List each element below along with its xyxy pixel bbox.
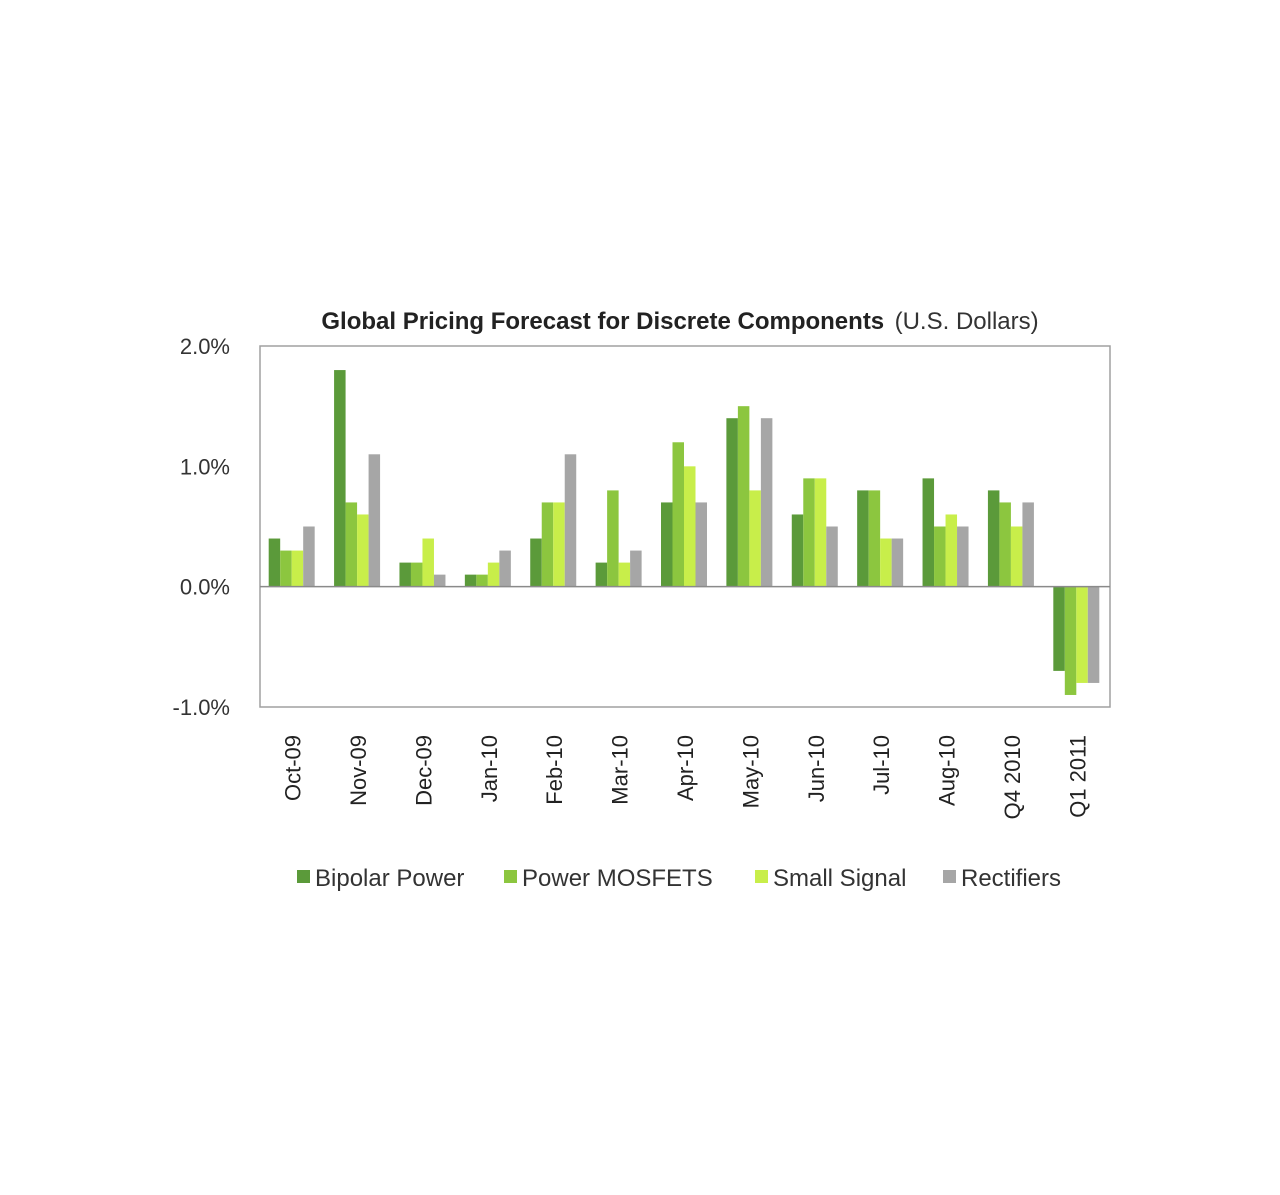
bar [922,478,935,587]
x-tick-label: Q4 2010 [1000,735,1025,819]
bar [541,502,554,587]
bar [464,574,477,587]
bar [530,538,542,587]
bar [476,574,488,587]
bar [826,526,838,587]
x-tick-label: Jan-10 [477,735,502,802]
plot-area: 2.0% 1.0% 0.0% -1.0% Oct-09 Nov-09 Dec-09 Jan-1… [173,334,1111,819]
bar [957,526,969,587]
y-tick-label: 1.0% [180,454,230,479]
bar [791,514,804,587]
chart-title-subtitle: (U.S. Dollars) [895,308,1039,335]
bar [595,562,608,587]
bar [945,514,958,587]
bar [345,502,358,587]
legend-label: Bipolar Power [315,865,464,892]
bar [291,550,304,587]
bar [695,502,707,587]
bar [422,538,434,587]
bar [987,490,1000,587]
bar [1010,526,1023,587]
x-tick-label: Jun-10 [804,735,829,802]
legend-item: Power MOSFETS [504,865,713,892]
legend-item: Rectifiers [943,865,1061,892]
bar [684,466,696,587]
bar [303,526,315,587]
bar [487,562,500,587]
bar [934,526,946,587]
bar [433,574,446,587]
bar [1076,586,1088,683]
x-tick-label: Mar-10 [608,735,633,805]
x-tick-label: May-10 [738,735,763,808]
bar [760,418,773,587]
legend-swatch [297,870,310,883]
bar [803,478,815,587]
bar [499,550,511,587]
legend-swatch [943,870,956,883]
bar [410,562,423,587]
bar [1087,586,1100,683]
bar [268,538,281,587]
chart-title-main: Global Pricing Forecast for Discrete Com… [321,308,884,335]
chart-title: Global Pricing Forecast for Discrete Com… [321,308,1038,335]
bar [334,370,346,587]
bar [1053,586,1065,671]
x-tick-label: Aug-10 [935,735,960,806]
x-tick-label: Nov-09 [346,735,371,806]
bar [857,490,869,587]
bar [868,490,881,587]
x-tick-label: Q1 2011 [1065,735,1090,818]
bar [368,454,381,587]
legend-swatch [755,870,768,883]
bar [630,550,642,587]
legend-swatch [504,870,517,883]
x-tick-label: Apr-10 [673,735,698,801]
bar [880,538,892,587]
x-tick-label: Dec-09 [411,735,436,806]
x-tick-label: Feb-10 [542,735,567,805]
bar [814,478,827,587]
bar [999,502,1011,587]
bar [607,490,619,587]
y-tick-label: -1.0% [173,695,230,720]
bar [749,490,761,587]
bar [737,406,750,587]
legend-label: Small Signal [773,865,906,892]
bar [661,502,673,587]
bar [891,538,904,587]
bar [553,502,565,587]
x-tick-label: Oct-09 [281,735,306,801]
bar [618,562,631,587]
bar [672,442,684,587]
bar [357,514,369,587]
legend-item: Small Signal [755,865,906,892]
legend: Bipolar Power Power MOSFETS Small Signal Re… [297,865,1061,892]
bar [280,550,292,587]
bar [399,562,411,587]
legend-label: Power MOSFETS [522,865,713,892]
legend-item: Bipolar Power [297,865,464,892]
bar [564,454,577,587]
y-tick-label: 2.0% [180,334,230,359]
legend-label: Rectifiers [961,865,1061,892]
y-tick-label: 0.0% [180,575,230,600]
bar [726,418,738,587]
x-tick-label: Jul-10 [869,735,894,795]
bar [1022,502,1034,587]
bar [1064,586,1077,695]
